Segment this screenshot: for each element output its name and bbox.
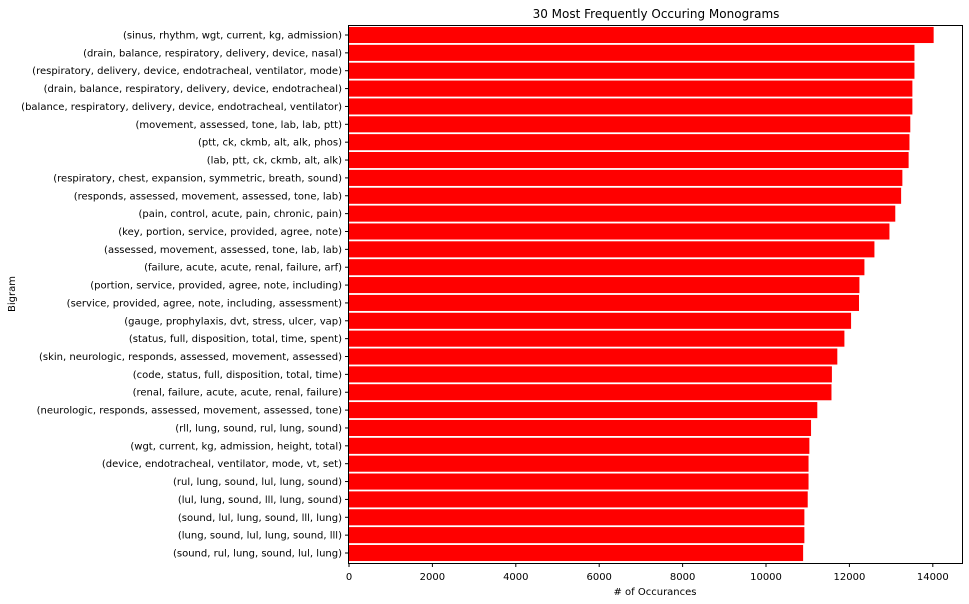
x-tick-label: 2000 <box>420 572 445 583</box>
bar-5 <box>349 98 913 115</box>
y-tick-label: (balance, respiratory, delivery, device,… <box>21 102 342 113</box>
y-tick-label: (responds, assessed, movement, assessed,… <box>74 191 342 202</box>
y-tick-label: (status, full, disposition, total, time,… <box>129 334 342 345</box>
bar-20 <box>349 366 832 383</box>
x-axis-title: # of Occurances <box>613 587 696 598</box>
bar-14 <box>349 259 865 276</box>
bar-25 <box>349 455 809 472</box>
y-tick-label: (movement, assessed, tone, lab, lab, ptt… <box>135 120 342 131</box>
y-tick-label: (wgt, current, kg, admission, height, to… <box>130 441 342 452</box>
x-tick-label: 12000 <box>834 572 866 583</box>
x-tick-label: 10000 <box>750 572 782 583</box>
y-tick-label: (ptt, ck, ckmb, alt, alk, phos) <box>198 138 342 149</box>
plot-frame <box>348 25 963 564</box>
y-tick-label: (rul, lung, sound, lul, lung, sound) <box>173 477 342 488</box>
y-axis-title: Bigram <box>7 276 18 312</box>
y-tick-label: (drain, balance, respiratory, delivery, … <box>44 84 342 95</box>
bar-10 <box>349 187 902 204</box>
y-tick-label: (gauge, prophylaxis, dvt, stress, ulcer,… <box>124 316 342 327</box>
bar-13 <box>349 241 875 258</box>
y-tick-label: (assessed, movement, assessed, tone, lab… <box>104 245 342 256</box>
bar-28 <box>349 509 805 526</box>
y-tick-label: (respiratory, delivery, device, endotrac… <box>32 66 342 77</box>
y-tick-label: (pain, control, acute, pain, chronic, pa… <box>138 209 342 220</box>
x-tick-label: 0 <box>346 572 352 583</box>
bar-11 <box>349 205 896 222</box>
y-tick-label: (neurologic, responds, assessed, movemen… <box>37 406 343 417</box>
bar-1 <box>349 26 934 44</box>
bar-6 <box>349 116 911 133</box>
bar-8 <box>349 151 909 169</box>
chart-title: 30 Most Frequently Occuring Monograms <box>533 7 780 21</box>
bars-group <box>349 26 934 562</box>
y-tick-label: (rll, lung, sound, rul, lung, sound) <box>175 423 342 434</box>
bar-29 <box>349 527 805 544</box>
y-tick-label: (failure, acute, acute, renal, failure, … <box>144 263 342 274</box>
bar-18 <box>349 330 845 347</box>
bar-9 <box>349 169 903 186</box>
x-tick-label: 14000 <box>917 572 949 583</box>
y-tick-label: (sinus, rhythm, wgt, current, kg, admiss… <box>123 31 342 42</box>
bar-23 <box>349 419 812 437</box>
y-tick-label: (code, status, full, disposition, total,… <box>133 370 342 381</box>
y-tick-labels: (sinus, rhythm, wgt, current, kg, admiss… <box>21 31 349 560</box>
y-tick-label: (skin, neurologic, responds, assessed, m… <box>39 352 342 363</box>
bar-4 <box>349 80 913 97</box>
y-tick-label: (portion, service, provided, agree, note… <box>90 281 342 292</box>
bar-30 <box>349 544 804 562</box>
bar-17 <box>349 312 852 329</box>
y-tick-label: (lul, lung, sound, lll, lung, sound) <box>178 495 342 506</box>
bar-16 <box>349 294 859 311</box>
y-tick-label: (key, portion, service, provided, agree,… <box>118 227 342 238</box>
bar-27 <box>349 491 808 508</box>
bar-7 <box>349 134 910 151</box>
bar-21 <box>349 384 832 401</box>
bar-22 <box>349 402 818 419</box>
y-tick-label: (sound, lul, lung, sound, lll, lung) <box>178 513 342 524</box>
x-tick-label: 6000 <box>586 572 611 583</box>
bar-15 <box>349 277 860 294</box>
x-tick-label: 8000 <box>670 572 695 583</box>
y-tick-label: (respiratory, chest, expansion, symmetri… <box>53 173 342 184</box>
bar-12 <box>349 223 890 240</box>
y-tick-label: (service, provided, agree, note, includi… <box>67 298 342 309</box>
y-tick-label: (lab, ptt, ck, ckmb, alt, alk) <box>207 156 342 167</box>
bar-2 <box>349 44 915 61</box>
x-tick-label: 4000 <box>503 572 528 583</box>
y-tick-label: (lung, sound, lul, lung, sound, lll) <box>178 531 342 542</box>
bar-26 <box>349 473 809 490</box>
bar-3 <box>349 62 915 79</box>
y-tick-label: (device, endotracheal, ventilator, mode,… <box>102 459 342 470</box>
y-tick-label: (sound, rul, lung, sound, lul, lung) <box>173 549 342 560</box>
bar-19 <box>349 348 838 365</box>
bar-24 <box>349 437 810 454</box>
x-tick-labels: 0 2000 4000 6000 8000 10000 12000 14000 <box>346 563 949 583</box>
y-tick-label: (renal, failure, acute, acute, renal, fa… <box>133 388 343 399</box>
y-tick-label: (drain, balance, respiratory, delivery, … <box>83 48 342 59</box>
